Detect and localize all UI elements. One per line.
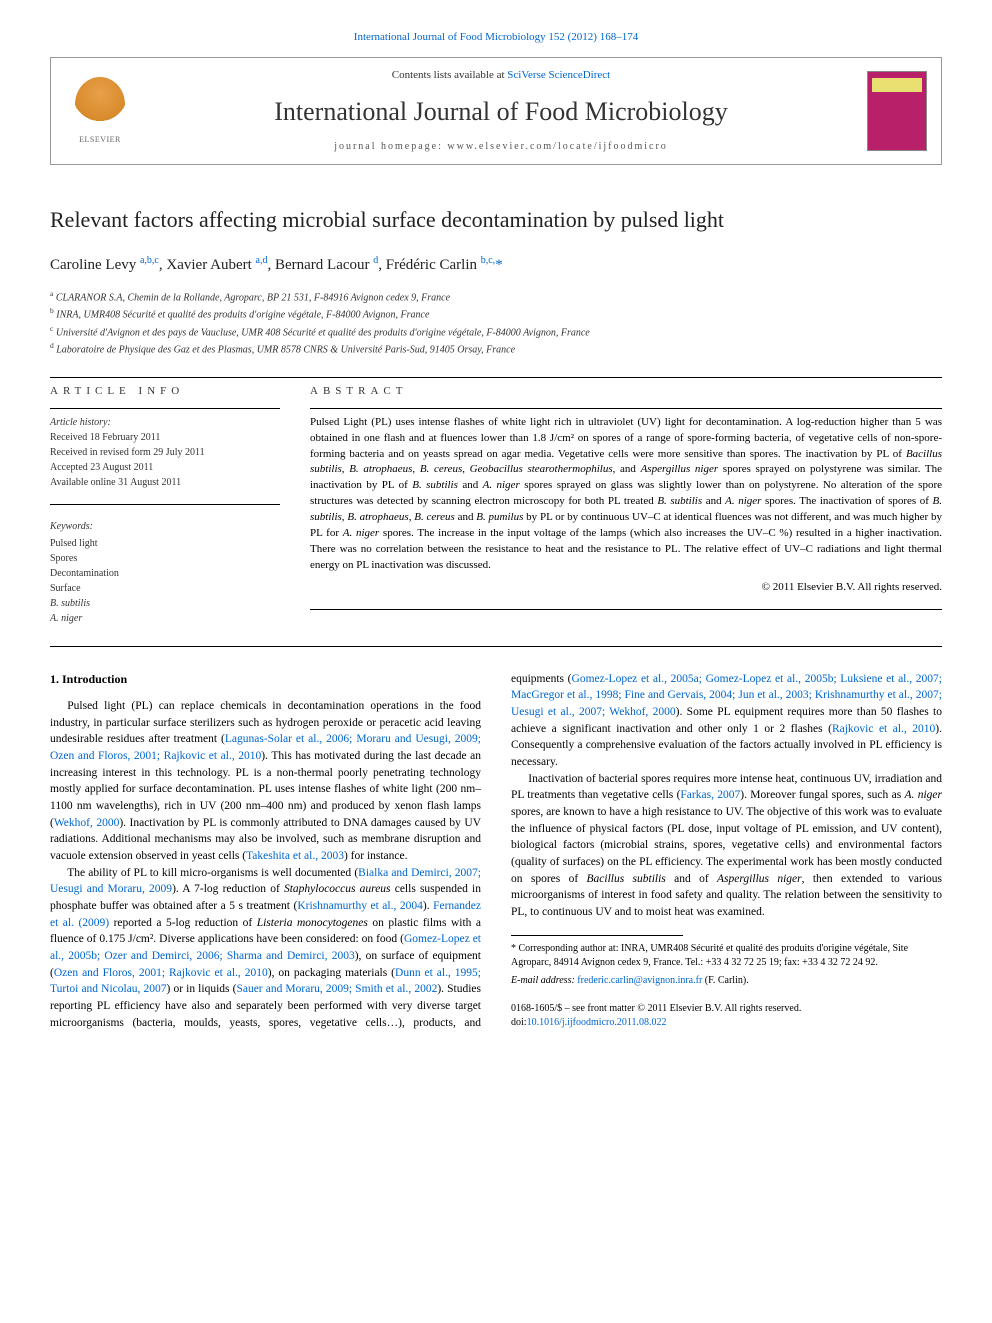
divider (50, 377, 942, 378)
citation-link[interactable]: Takeshita et al., 2003 (246, 850, 344, 862)
article-info-column: ARTICLE INFO Article history: Received 1… (50, 384, 280, 625)
body-paragraph: Pulsed light (PL) can replace chemicals … (50, 698, 481, 865)
homepage-label: journal homepage: (334, 141, 447, 152)
affiliation: d Laboratoire de Physique des Gaz et des… (50, 340, 942, 357)
journal-title: International Journal of Food Microbiolo… (155, 94, 847, 130)
history-item: Available online 31 August 2011 (50, 475, 280, 490)
affiliation: b INRA, UMR408 Sécurité et qualité des p… (50, 305, 942, 322)
footnote-divider (511, 935, 683, 936)
elsevier-logo: ELSEVIER (65, 71, 135, 151)
article-history: Article history: Received 18 February 20… (50, 415, 280, 490)
journal-cover-thumbnail (867, 71, 927, 151)
email-line: E-mail address: frederic.carlin@avignon.… (511, 974, 942, 988)
sciencedirect-link[interactable]: SciVerse ScienceDirect (507, 69, 610, 81)
info-abstract-row: ARTICLE INFO Article history: Received 1… (50, 384, 942, 625)
keyword: Surface (50, 581, 280, 596)
keyword: A. niger (50, 611, 280, 626)
elsevier-text: ELSEVIER (79, 134, 121, 145)
history-label: Article history: (50, 415, 280, 430)
contents-prefix: Contents lists available at (392, 69, 507, 81)
divider (50, 504, 280, 505)
footnotes: * Corresponding author at: INRA, UMR408 … (511, 942, 942, 988)
top-citation: International Journal of Food Microbiolo… (50, 30, 942, 45)
elsevier-tree-icon (75, 77, 125, 132)
citation-link[interactable]: Rajkovic et al., 2010 (832, 723, 935, 735)
citation-link[interactable]: Sauer and Moraru, 2009; Smith et al., 20… (236, 983, 437, 995)
homepage-url[interactable]: www.elsevier.com/locate/ijfoodmicro (447, 141, 667, 152)
article-info-label: ARTICLE INFO (50, 384, 280, 399)
top-citation-link[interactable]: International Journal of Food Microbiolo… (354, 31, 638, 43)
body-paragraph: Inactivation of bacterial spores require… (511, 771, 942, 921)
citation-link[interactable]: Krishnamurthy et al., 2004 (297, 900, 423, 912)
bottom-metadata: 0168-1605/$ – see front matter © 2011 El… (511, 1002, 942, 1030)
affiliations: a CLARANOR S.A, Chemin de la Rollande, A… (50, 288, 942, 357)
abstract-copyright: © 2011 Elsevier B.V. All rights reserved… (310, 580, 942, 595)
contents-line: Contents lists available at SciVerse Sci… (155, 68, 847, 83)
abstract-label: ABSTRACT (310, 384, 942, 399)
keyword: B. subtilis (50, 596, 280, 611)
doi-line: doi:10.1016/j.ijfoodmicro.2011.08.022 (511, 1016, 942, 1030)
keyword: Spores (50, 551, 280, 566)
journal-header: ELSEVIER Contents lists available at Sci… (50, 57, 942, 165)
keyword: Decontamination (50, 566, 280, 581)
front-matter-line: 0168-1605/$ – see front matter © 2011 El… (511, 1002, 942, 1016)
corresponding-author: * Corresponding author at: INRA, UMR408 … (511, 942, 942, 970)
citation-link[interactable]: Wekhof, 2000 (54, 817, 119, 829)
keywords-list: Pulsed light Spores Decontamination Surf… (50, 536, 280, 626)
divider (310, 408, 942, 409)
divider (310, 609, 942, 610)
abstract-column: ABSTRACT Pulsed Light (PL) uses intense … (310, 384, 942, 625)
article-title: Relevant factors affecting microbial sur… (50, 205, 942, 236)
citation-link[interactable]: Ozen and Floros, 2001; Rajkovic et al., … (54, 967, 268, 979)
keywords-block: Keywords: Pulsed light Spores Decontamin… (50, 519, 280, 626)
journal-homepage: journal homepage: www.elsevier.com/locat… (155, 140, 847, 154)
history-item: Received 18 February 2011 (50, 430, 280, 445)
affiliation: a CLARANOR S.A, Chemin de la Rollande, A… (50, 288, 942, 305)
keyword: Pulsed light (50, 536, 280, 551)
affiliation: c Université d'Avignon et des pays de Va… (50, 323, 942, 340)
authors-line: Caroline Levy a,b,c, Xavier Aubert a,d, … (50, 254, 942, 276)
citation-link[interactable]: Farkas, 2007 (680, 789, 740, 801)
history-item: Received in revised form 29 July 2011 (50, 445, 280, 460)
history-item: Accepted 23 August 2011 (50, 460, 280, 475)
email-link[interactable]: frederic.carlin@avignon.inra.fr (577, 975, 702, 986)
header-center: Contents lists available at SciVerse Sci… (155, 68, 847, 154)
abstract-text: Pulsed Light (PL) uses intense flashes o… (310, 415, 942, 574)
full-divider (50, 646, 942, 647)
article-body: 1. Introduction Pulsed light (PL) can re… (50, 671, 942, 1032)
doi-link[interactable]: 10.1016/j.ijfoodmicro.2011.08.022 (527, 1017, 667, 1028)
section-heading: 1. Introduction (50, 671, 481, 688)
divider (50, 408, 280, 409)
keywords-label: Keywords: (50, 519, 280, 534)
